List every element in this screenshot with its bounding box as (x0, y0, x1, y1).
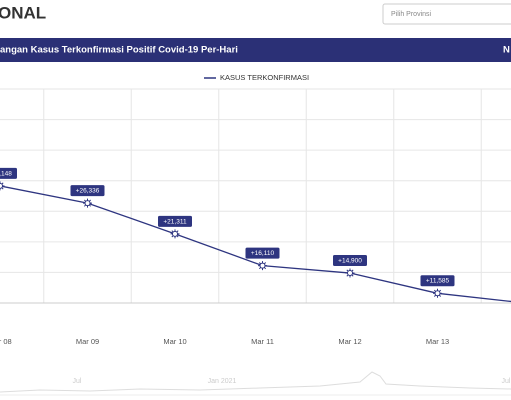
navigator-label: Jul (502, 378, 511, 385)
value-label: +26,336 (76, 188, 100, 195)
marker-core (434, 290, 441, 297)
x-tick-label: Mar 12 (338, 337, 361, 346)
value-label: +16,110 (251, 250, 275, 257)
value-label: +11,585 (426, 278, 450, 285)
navigator-sparkline (0, 371, 511, 393)
point-marker (345, 268, 355, 278)
value-label-box (70, 185, 105, 197)
marker-core (259, 262, 266, 269)
marker-core (172, 230, 178, 237)
point-marker (0, 181, 5, 191)
value-label-box (245, 247, 280, 259)
x-tick-label: Mar 10 (163, 337, 186, 346)
value-label-box (333, 255, 367, 267)
value-label: +21,311 (163, 218, 187, 225)
marker-core (84, 200, 91, 207)
value-label: +14,900 (338, 257, 362, 264)
panel-title: angan Kasus Terkonfirmasi Positif Covid-… (0, 45, 238, 56)
value-label-box (0, 167, 17, 179)
marker-core (0, 182, 3, 189)
x-tick-label: Mar 09 (76, 337, 99, 346)
marker-spoke (0, 182, 4, 187)
panel-right-text: N (503, 45, 510, 56)
x-tick-label: Mar 13 (426, 337, 449, 346)
point-marker (433, 288, 442, 298)
x-tick-label: Mar 08 (0, 337, 12, 346)
point-marker (258, 261, 267, 271)
value-label-box (158, 215, 192, 227)
x-tick-label: Mar 11 (251, 337, 274, 346)
select-placeholder: Pilih Provinsi (391, 11, 432, 18)
page-title: ONAL (0, 3, 46, 22)
value-label-box (420, 275, 455, 287)
point-marker (170, 229, 180, 239)
province-select[interactable] (382, 3, 511, 25)
marker-core (347, 270, 353, 277)
value-label: +29,148 (0, 170, 12, 177)
panel-header (0, 38, 511, 62)
navigator-label: Jan 2021 (208, 378, 237, 385)
point-marker (83, 198, 92, 208)
navigator-label: Jul (73, 378, 82, 385)
legend-label: KASUS TERKONFIRMASI (220, 73, 309, 82)
marker-spoke (0, 185, 4, 190)
